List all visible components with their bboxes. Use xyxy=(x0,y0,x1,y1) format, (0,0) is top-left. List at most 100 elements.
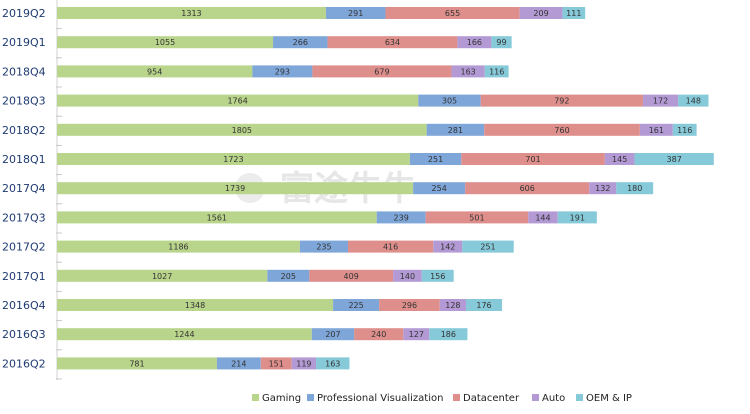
bar-segment xyxy=(562,7,586,19)
data-label: 128 xyxy=(445,301,460,310)
legend-swatch xyxy=(307,394,314,401)
legend-swatch xyxy=(576,394,583,401)
bar-segment xyxy=(57,211,377,224)
bar-segment xyxy=(57,269,268,282)
data-label: 501 xyxy=(469,213,484,222)
bar-segment xyxy=(316,357,350,370)
y-axis-ticks xyxy=(56,28,62,380)
data-label: 701 xyxy=(525,155,540,164)
bar-segment xyxy=(333,299,380,311)
data-label: 781 xyxy=(129,359,144,368)
category-label: 2018Q2 xyxy=(2,124,46,137)
bar-segment xyxy=(252,65,313,78)
bar-segment xyxy=(57,36,274,49)
bar-segment xyxy=(385,7,520,19)
legend-label: Datacenter xyxy=(463,393,520,404)
bar-segment xyxy=(291,357,317,370)
bar-segment xyxy=(616,182,654,195)
data-label: 132 xyxy=(595,184,610,193)
data-label: 145 xyxy=(612,155,627,164)
bar-segment xyxy=(642,94,679,107)
bar-segment xyxy=(461,153,605,165)
bar-segment xyxy=(376,211,426,224)
data-label: 161 xyxy=(649,126,664,135)
data-label: 792 xyxy=(554,97,569,106)
bar-segment xyxy=(299,240,349,253)
bar-segment xyxy=(634,153,714,165)
bar-segment xyxy=(379,299,440,311)
category-label: 2018Q4 xyxy=(2,65,46,78)
bar-segment xyxy=(465,299,503,311)
data-label: 163 xyxy=(460,67,475,76)
bar-segment xyxy=(672,123,697,136)
bar-segment xyxy=(57,153,410,165)
category-label: 2016Q3 xyxy=(2,328,46,341)
bar-segment xyxy=(312,65,452,78)
data-label: 281 xyxy=(448,126,463,135)
data-label: 116 xyxy=(677,126,692,135)
data-label: 225 xyxy=(348,301,363,310)
data-label: 416 xyxy=(383,243,398,252)
bar-segment xyxy=(484,123,640,136)
legend-label: Gaming xyxy=(262,393,301,404)
legend-swatch xyxy=(252,394,259,401)
bar-segment xyxy=(589,182,617,195)
bar-segment xyxy=(260,357,292,370)
bar-segment xyxy=(519,7,563,19)
data-label: 760 xyxy=(554,126,569,135)
data-label: 99 xyxy=(496,38,506,47)
data-label: 127 xyxy=(409,330,424,339)
bar-segment xyxy=(393,269,422,282)
data-label: 1561 xyxy=(207,213,227,222)
legend: Gaming Professional Visualization Datacent… xyxy=(252,393,632,404)
bar-segment xyxy=(429,328,468,341)
data-label: 180 xyxy=(627,184,642,193)
category-label: 2017Q2 xyxy=(2,241,46,254)
category-label: 2018Q1 xyxy=(2,153,46,166)
bar-segment xyxy=(354,328,404,341)
bar-segment xyxy=(604,153,635,165)
data-label: 409 xyxy=(344,272,359,281)
bar-segment xyxy=(57,240,300,253)
category-label: 2017Q1 xyxy=(2,270,46,283)
bar-segment xyxy=(462,240,514,253)
data-label: 151 xyxy=(269,359,284,368)
data-label: 186 xyxy=(441,330,456,339)
data-label: 1244 xyxy=(174,330,194,339)
data-label: 1739 xyxy=(225,184,245,193)
data-label: 266 xyxy=(293,38,308,47)
bar-segment xyxy=(451,65,485,78)
data-label: 634 xyxy=(385,38,400,47)
data-label: 209 xyxy=(533,9,548,18)
bar-segment xyxy=(557,211,597,224)
data-label: 305 xyxy=(442,97,457,106)
data-label: 166 xyxy=(467,38,482,47)
bar-segment xyxy=(57,7,326,19)
bar-segment xyxy=(57,357,217,370)
data-label: 205 xyxy=(281,272,296,281)
bar-segment xyxy=(678,94,709,107)
data-label: 119 xyxy=(296,359,311,368)
data-label: 148 xyxy=(686,97,701,106)
data-label: 1313 xyxy=(181,9,201,18)
bar-segment xyxy=(57,123,427,136)
bar-segment xyxy=(327,36,458,49)
data-label: 1805 xyxy=(232,126,252,135)
bar-segment xyxy=(421,269,454,282)
bar-segment xyxy=(57,65,253,78)
data-label: 1027 xyxy=(152,272,172,281)
data-label: 111 xyxy=(566,9,581,18)
bar-segment xyxy=(309,269,394,282)
bar-segment xyxy=(57,328,312,341)
category-label: 2019Q2 xyxy=(2,7,46,20)
data-label: 254 xyxy=(432,184,447,193)
legend-swatch xyxy=(532,394,539,401)
bar-segment xyxy=(639,123,673,136)
bars-group: 1313 291 655 209 111 1055 266 634 166 99 954 293 679… xyxy=(57,7,714,370)
bar-segment xyxy=(480,94,643,107)
data-label: 251 xyxy=(480,243,495,252)
bar-segment xyxy=(433,240,463,253)
bar-segment xyxy=(465,182,590,195)
bar-segment xyxy=(528,211,558,224)
